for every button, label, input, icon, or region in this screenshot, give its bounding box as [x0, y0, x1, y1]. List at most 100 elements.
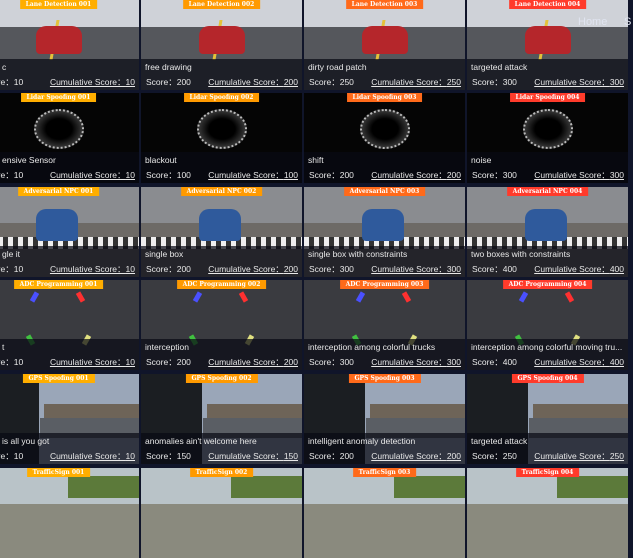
score-value: 400: [502, 357, 517, 367]
card-banner: ADC Programming 001: [13, 280, 104, 289]
card-title: interception among colorful moving tru..…: [471, 342, 623, 352]
card-banner: ADC Programming 003: [339, 280, 430, 289]
challenge-card[interactable]: ADC Programming 002 interception Score：200…: [141, 280, 302, 370]
cumulative-line[interactable]: Cumulative Score：400: [534, 356, 624, 368]
trees: [68, 476, 139, 498]
cumulative-label: Cumulative Score：: [534, 77, 610, 87]
score-line: Score：250: [472, 450, 517, 462]
cumulative-line[interactable]: Cumulative Score：200: [208, 263, 298, 275]
cumulative-label: Cumulative Score：: [534, 357, 610, 367]
cumulative-line[interactable]: Cumulative Score：10: [50, 169, 135, 181]
card-banner: Lane Detection 004: [508, 0, 587, 9]
cumulative-value: 300: [609, 170, 624, 180]
score-label: Score：: [146, 170, 177, 180]
card-overlay: [141, 339, 302, 370]
building: [533, 404, 628, 418]
cumulative-line[interactable]: Cumulative Score：300: [534, 169, 624, 181]
cumulative-value: 400: [609, 357, 624, 367]
challenge-card[interactable]: Lidar Spoofing 003 shift Score：200 Cumulati…: [304, 93, 465, 183]
cumulative-line[interactable]: Cumulative Score：10: [50, 450, 135, 462]
cumulative-line[interactable]: Cumulative Score：150: [208, 450, 298, 462]
cumulative-label: Cumulative Score：: [371, 170, 447, 180]
card-title: single box with constraints: [308, 249, 408, 259]
card-title: t: [2, 342, 5, 352]
score-line: Score：10: [0, 263, 23, 275]
cumulative-line[interactable]: Cumulative Score：300: [371, 263, 461, 275]
card-title: targeted attack: [471, 62, 528, 72]
score-label: Score：: [309, 451, 340, 461]
cumulative-value: 250: [446, 77, 461, 87]
card-title: interception among colorful trucks: [308, 342, 436, 352]
challenge-card[interactable]: Adversarial NPC 003 single box with const…: [304, 187, 465, 277]
challenge-card[interactable]: Adversarial NPC 004 two boxes with constr…: [467, 187, 628, 277]
score-label: Score：: [0, 170, 14, 180]
cumulative-line[interactable]: Cumulative Score：200: [371, 169, 461, 181]
cumulative-label: Cumulative Score：: [534, 451, 610, 461]
challenge-card[interactable]: Lane Detection 003 dirty road patch Score：…: [304, 0, 465, 90]
cumulative-label: Cumulative Score：: [371, 357, 447, 367]
card-banner: GPS Spoofing 003: [348, 374, 421, 383]
score-value: 10: [13, 451, 24, 461]
challenge-card[interactable]: TrafficSign 002: [141, 468, 302, 558]
card-overlay: [304, 433, 465, 464]
score-label: Score：: [0, 357, 14, 367]
card-overlay: [141, 433, 302, 464]
cumulative-line[interactable]: Cumulative Score：200: [208, 76, 298, 88]
lidar-ring: [197, 109, 247, 149]
challenge-card[interactable]: Lane Detection 002 free drawing Score：200 C…: [141, 0, 302, 90]
cumulative-value: 100: [283, 170, 298, 180]
challenge-card[interactable]: Lane Detection 004 targeted attack Score：3…: [467, 0, 628, 90]
challenge-card[interactable]: ADC Programming 003 interception among co…: [304, 280, 465, 370]
trees: [394, 476, 465, 498]
score-value: 200: [339, 170, 354, 180]
score-label: Score：: [472, 77, 503, 87]
challenge-card[interactable]: Adversarial NPC 002 single box Score：200 Cu…: [141, 187, 302, 277]
cumulative-line[interactable]: Cumulative Score：200: [371, 450, 461, 462]
challenge-card[interactable]: Lidar Spoofing 004 noise Score：300 Cumulati…: [467, 93, 628, 183]
challenge-card[interactable]: Lidar Spoofing 002 blackout Score：100 Cumul…: [141, 93, 302, 183]
cumulative-line[interactable]: Cumulative Score：250: [371, 76, 461, 88]
card-title: dirty road patch: [308, 62, 367, 72]
challenge-card[interactable]: GPS Spoofing 004 targeted attack Score：250…: [467, 374, 628, 464]
score-line: Score：100: [146, 169, 191, 181]
cumulative-line[interactable]: Cumulative Score：100: [208, 169, 298, 181]
card-overlay: [141, 152, 302, 183]
cumulative-line[interactable]: Cumulative Score：400: [534, 263, 624, 275]
card-banner: GPS Spoofing 004: [511, 374, 584, 383]
cumulative-line[interactable]: Cumulative Score：10: [50, 76, 135, 88]
cumulative-line[interactable]: Cumulative Score：10: [50, 356, 135, 368]
cumulative-line[interactable]: Cumulative Score：200: [208, 356, 298, 368]
car: [199, 209, 241, 241]
nav-next[interactable]: S: [624, 16, 632, 28]
cumulative-line[interactable]: Cumulative Score：300: [371, 356, 461, 368]
challenge-card[interactable]: GPS Spoofing 002 anomalies ain't welcome …: [141, 374, 302, 464]
challenge-card[interactable]: TrafficSign 003: [304, 468, 465, 558]
cumulative-value: 10: [125, 357, 135, 367]
challenge-card[interactable]: GPS Spoofing 003 intelligent anomaly dete…: [304, 374, 465, 464]
cumulative-line[interactable]: Cumulative Score：300: [534, 76, 624, 88]
score-line: Score：10: [0, 450, 23, 462]
score-line: Score：10: [0, 356, 23, 368]
building: [207, 404, 302, 418]
challenge-card[interactable]: ADC Programming 004 interception among co…: [467, 280, 628, 370]
card-title: shift: [308, 155, 324, 165]
nav-home[interactable]: Home: [578, 16, 608, 28]
lidar-ring: [360, 109, 410, 149]
cumulative-line[interactable]: Cumulative Score：250: [534, 450, 624, 462]
challenge-card[interactable]: TrafficSign 004: [467, 468, 628, 558]
score-label: Score：: [146, 451, 177, 461]
card-banner: GPS Spoofing 001: [22, 374, 95, 383]
cumulative-line[interactable]: Cumulative Score：10: [50, 263, 135, 275]
challenge-card[interactable]: TrafficSign 001: [0, 468, 139, 558]
score-value: 300: [502, 170, 517, 180]
cumulative-value: 10: [125, 77, 135, 87]
card-image: [304, 468, 465, 558]
card-banner: Adversarial NPC 001: [17, 187, 100, 196]
cumulative-value: 10: [125, 170, 135, 180]
